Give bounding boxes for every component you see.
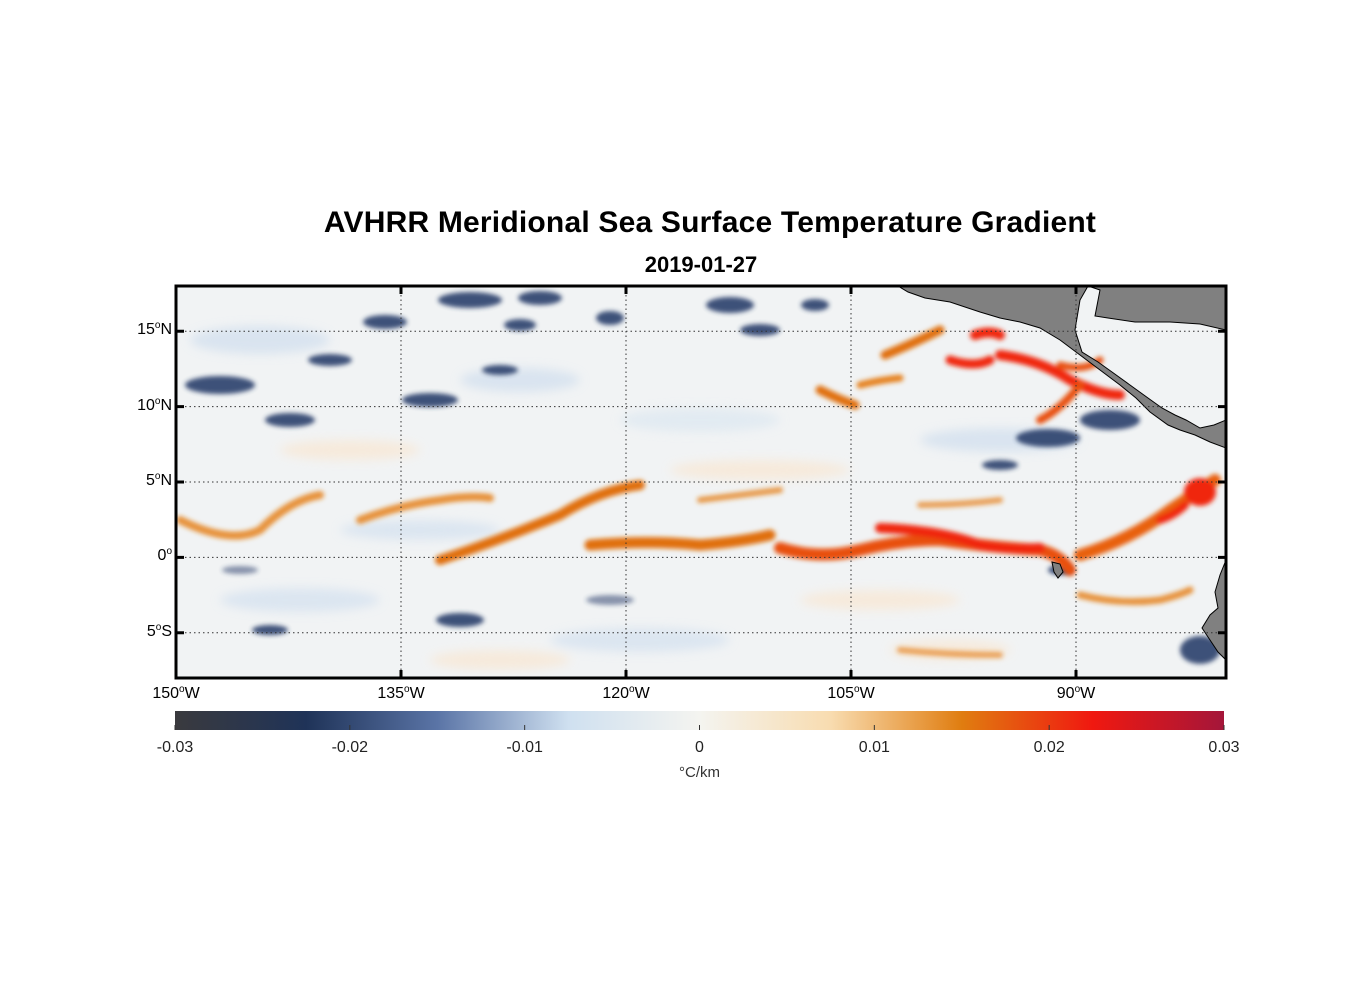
colorbar-tick-label: 0.02: [1033, 739, 1065, 756]
lat-label: 5oN: [145, 471, 172, 489]
galapagos-islands: [1051, 561, 1064, 579]
map-title: AVHRR Meridional Sea Surface Temperature…: [323, 206, 1097, 239]
ocean-background: [176, 286, 1226, 678]
colorbar-unit-label: °C/km: [679, 764, 720, 781]
positive-gradient-features: [176, 325, 1221, 658]
lat-label: 0o: [157, 546, 172, 565]
lat-label: 10oN: [137, 395, 172, 414]
lon-label: 135oW: [377, 684, 425, 702]
colorbar: [175, 711, 1224, 730]
colorbar-tick-label: -0.02: [331, 739, 369, 756]
colorbar-tick-label: 0.01: [858, 739, 890, 756]
lon-label: 90oW: [1056, 684, 1096, 702]
colorbar-tick-label: 0: [695, 739, 704, 756]
south-america-land: [1201, 559, 1226, 661]
central-america-land: [897, 286, 1226, 449]
colorbar-tick-label: -0.01: [506, 739, 543, 756]
lat-label: 5oS: [146, 621, 172, 640]
negative-gradient-features: [185, 291, 1220, 664]
colorbar-ticks: [174, 725, 1225, 730]
axis-ticks: [174, 286, 1226, 678]
colorbar-tick-label: 0.03: [1208, 739, 1240, 756]
colorbar-tick-label: -0.03: [156, 739, 194, 756]
map-date-subtitle: 2019-01-27: [644, 252, 758, 277]
lon-label: 150oW: [152, 684, 200, 702]
land-masses: [897, 286, 1226, 661]
lat-label: 15oN: [137, 320, 172, 339]
lon-label: 105oW: [827, 684, 875, 702]
lon-label: 120oW: [602, 684, 650, 702]
